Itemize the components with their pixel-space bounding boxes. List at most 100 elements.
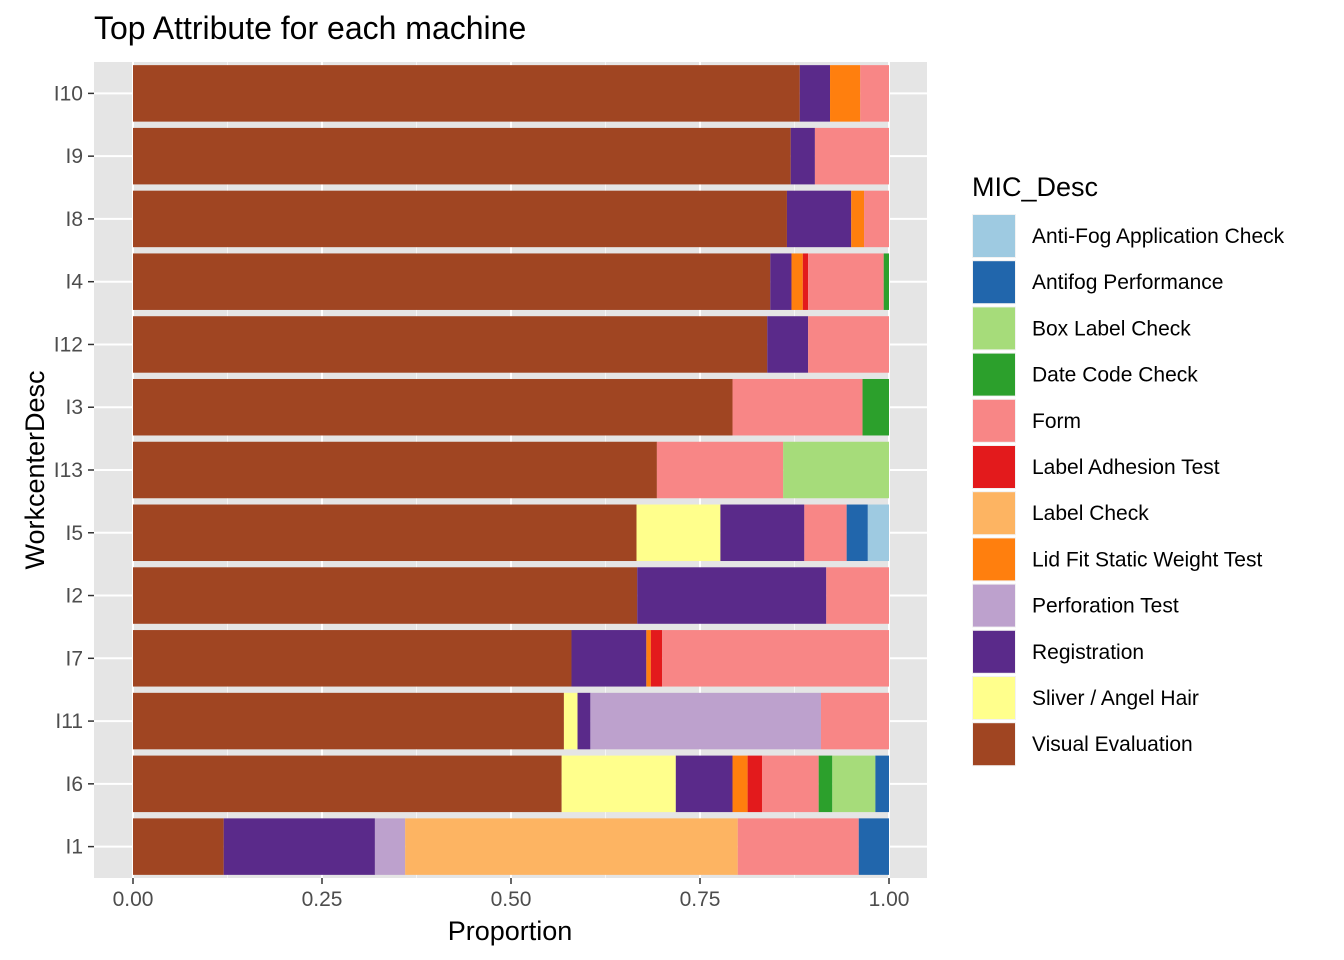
legend-swatch bbox=[973, 215, 1015, 257]
bar-segment bbox=[563, 692, 578, 750]
legend-label: Registration bbox=[1032, 641, 1144, 664]
legend-swatch bbox=[973, 399, 1015, 442]
bar-segment bbox=[802, 253, 809, 310]
legend-title: MIC_Desc bbox=[972, 172, 1098, 202]
legend-swatch bbox=[973, 492, 1015, 535]
bar-segment bbox=[675, 755, 733, 813]
legend-swatch bbox=[973, 677, 1015, 719]
bar-segment bbox=[818, 755, 833, 813]
bar-segment bbox=[133, 127, 791, 185]
y-tick-label: I5 bbox=[65, 522, 83, 545]
legend-label: Anti-Fog Application Check bbox=[1032, 225, 1285, 248]
legend-label: Antifog Performance bbox=[1032, 271, 1223, 294]
legend-swatch bbox=[973, 630, 1015, 673]
bar-segment bbox=[133, 441, 657, 499]
bar-segment bbox=[405, 818, 738, 875]
x-tick-label: 0.25 bbox=[302, 888, 343, 911]
legend-swatch bbox=[973, 261, 1015, 304]
legend-swatch bbox=[973, 446, 1015, 488]
bar-segment bbox=[867, 504, 889, 562]
bar-segment bbox=[650, 630, 663, 687]
bar-segment bbox=[732, 755, 748, 813]
bar-segment bbox=[820, 692, 889, 750]
bar-segment bbox=[791, 253, 803, 310]
legend-label: Box Label Check bbox=[1032, 317, 1191, 340]
bar-segment bbox=[133, 692, 564, 750]
bar-segment bbox=[737, 818, 859, 875]
bar-segment bbox=[783, 441, 889, 499]
bar-segment bbox=[814, 127, 889, 185]
legend-swatch bbox=[973, 723, 1015, 766]
bar-segment bbox=[577, 692, 591, 750]
bar-segment bbox=[858, 818, 889, 875]
bar-segment bbox=[732, 378, 863, 436]
bar-segment bbox=[133, 630, 572, 687]
y-tick-label: I13 bbox=[54, 459, 83, 482]
bar-segment bbox=[646, 630, 651, 687]
bar-segment bbox=[133, 755, 562, 813]
bar-segment bbox=[826, 567, 889, 624]
y-tick-label: I9 bbox=[65, 145, 83, 168]
legend-label: Perforation Test bbox=[1032, 595, 1179, 618]
bar-segment bbox=[804, 504, 847, 562]
bar-segment bbox=[799, 65, 831, 122]
y-tick-label: I3 bbox=[65, 396, 83, 419]
legend-label: Sliver / Angel Hair bbox=[1032, 687, 1199, 710]
y-tick-label: I11 bbox=[55, 710, 83, 733]
legend-label: Form bbox=[1032, 410, 1081, 433]
y-tick-label: I2 bbox=[65, 585, 83, 608]
legend-swatch bbox=[973, 584, 1015, 627]
bar-segment bbox=[374, 818, 406, 875]
bar-segment bbox=[761, 755, 819, 813]
y-tick-label: I12 bbox=[54, 333, 83, 356]
bar-segment bbox=[133, 190, 787, 248]
legend-label: Date Code Check bbox=[1032, 364, 1198, 387]
bar-segment bbox=[770, 253, 792, 310]
x-tick-label: 1.00 bbox=[869, 888, 910, 911]
x-tick-label: 0.00 bbox=[113, 888, 154, 911]
bar-segment bbox=[590, 692, 821, 750]
bar-segment bbox=[133, 316, 768, 373]
bar-segment bbox=[808, 316, 889, 373]
bar-segment bbox=[662, 630, 889, 687]
legend-label: Label Adhesion Test bbox=[1032, 456, 1220, 479]
bar-segment bbox=[571, 630, 647, 687]
bar-segment bbox=[133, 253, 771, 310]
bar-segment bbox=[133, 504, 637, 562]
bar-segment bbox=[846, 504, 868, 562]
bar-segment bbox=[133, 818, 224, 875]
bar-segment bbox=[767, 316, 809, 373]
legend-swatch bbox=[973, 307, 1015, 350]
x-tick-label: 0.50 bbox=[491, 888, 532, 911]
bar-segment bbox=[223, 818, 375, 875]
bar-segment bbox=[862, 378, 889, 436]
y-tick-label: I6 bbox=[65, 773, 83, 796]
bar-segment bbox=[747, 755, 762, 813]
bar-segment bbox=[875, 755, 889, 813]
y-axis-title: WorkcenterDesc bbox=[20, 370, 50, 569]
bar-segment bbox=[133, 65, 800, 122]
bar-segment bbox=[786, 190, 852, 248]
bar-segment bbox=[561, 755, 676, 813]
bar-segment bbox=[133, 567, 638, 624]
bar-segment bbox=[637, 567, 827, 624]
legend-label: Lid Fit Static Weight Test bbox=[1032, 548, 1262, 571]
y-tick-label: I8 bbox=[65, 208, 83, 231]
legend-label: Label Check bbox=[1032, 502, 1149, 525]
x-tick-label: 0.75 bbox=[680, 888, 721, 911]
bar-segment bbox=[883, 253, 889, 310]
bar-segment bbox=[860, 65, 889, 122]
legend: Anti-Fog Application Check Antifog Perfor… bbox=[972, 214, 1285, 767]
bar-segment bbox=[636, 504, 721, 562]
bar-segment bbox=[864, 190, 889, 248]
bar-segment bbox=[808, 253, 884, 310]
legend-swatch bbox=[973, 353, 1015, 396]
y-tick-label: I4 bbox=[65, 271, 83, 294]
bar-segment bbox=[133, 378, 733, 436]
bar-segment bbox=[720, 504, 805, 562]
y-tick-label: I10 bbox=[54, 82, 83, 105]
chart-title: Top Attribute for each machine bbox=[94, 10, 526, 46]
bar-segment bbox=[656, 441, 784, 499]
y-tick-label: I7 bbox=[65, 647, 83, 670]
